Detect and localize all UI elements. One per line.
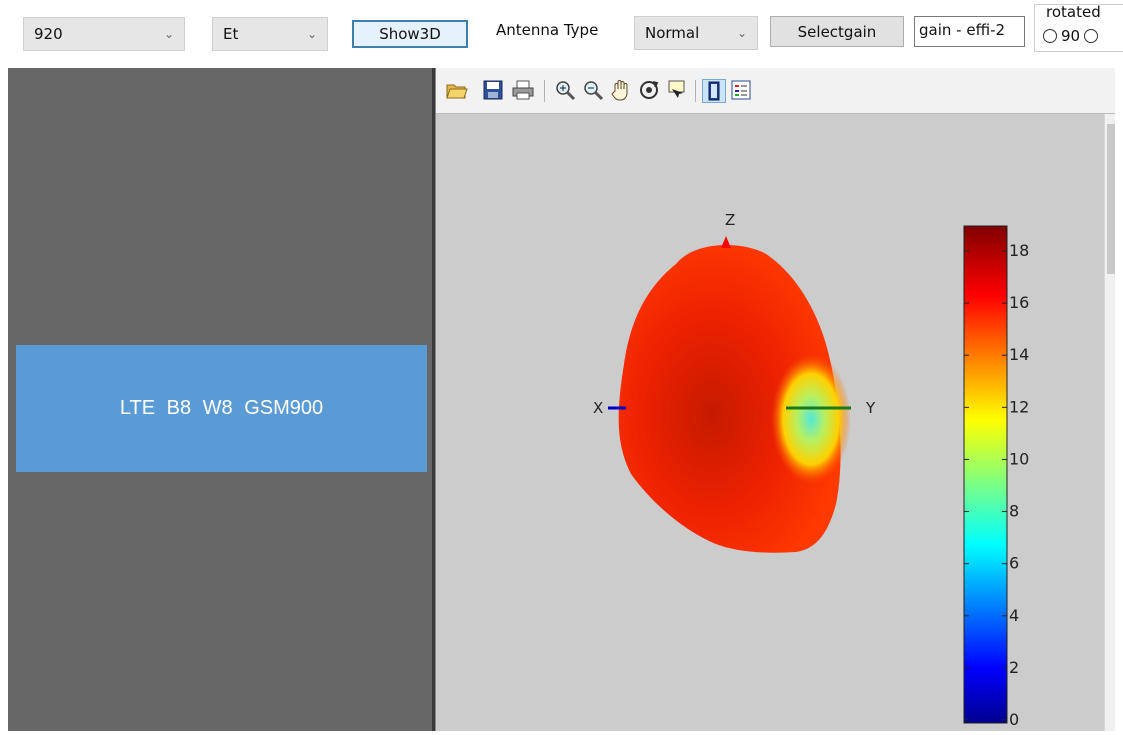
rotated-group-title: rotated — [1043, 5, 1104, 21]
component-select[interactable]: Et ⌄ — [212, 17, 328, 51]
radio-circle-icon — [1043, 29, 1057, 43]
gain-field-value: gain - effi-2 — [919, 21, 1006, 39]
band-info-box: LTE B8 W8 GSM900 — [16, 345, 427, 472]
colorbar-tick-label: 8 — [1009, 502, 1019, 521]
legend-toggle-icon[interactable] — [730, 79, 752, 101]
colorbar-ticks: 18 16 14 12 10 8 6 4 2 0 — [964, 241, 1029, 729]
band-info-text: LTE B8 W8 GSM900 — [119, 397, 324, 419]
component-select-value: Et — [223, 25, 239, 43]
pattern-low-gain-region — [771, 354, 851, 484]
vertical-scrollbar[interactable] — [1104, 114, 1117, 731]
figure-window: X Y Z 18 16 14 12 10 8 6 4 2 0 — [435, 68, 1117, 731]
zoom-out-icon[interactable] — [582, 79, 604, 101]
colorbar-tick-label: 12 — [1009, 397, 1029, 416]
colorbar-tick-label: 4 — [1009, 606, 1019, 625]
colorbar-tick-label: 2 — [1009, 658, 1019, 677]
colorbar-tick-label: 14 — [1009, 345, 1029, 364]
pattern-surface — [618, 244, 841, 553]
colorbar-tick-label: 18 — [1009, 241, 1029, 260]
rotate-3d-icon[interactable] — [638, 79, 660, 101]
selectgain-button-label: Selectgain — [797, 22, 877, 41]
rotated-radio-90[interactable]: 90 — [1043, 27, 1099, 45]
y-axis-label: Y — [865, 399, 876, 417]
chevron-down-icon: ⌄ — [306, 27, 317, 41]
z-axis-label: Z — [725, 211, 735, 229]
print-icon[interactable] — [512, 79, 534, 101]
colorbar — [963, 225, 1008, 724]
chevron-down-icon: ⌄ — [163, 27, 174, 41]
radio-circle-icon[interactable] — [1084, 29, 1099, 43]
toolbar-separator — [695, 80, 696, 102]
figure-toolbar — [436, 68, 1116, 114]
pan-hand-icon[interactable] — [610, 79, 632, 101]
frequency-select-value: 920 — [34, 25, 63, 43]
panel-divider[interactable] — [432, 68, 435, 731]
colorbar-tick-label: 10 — [1009, 449, 1029, 468]
toolbar-separator — [544, 80, 545, 102]
antenna-type-select[interactable]: Normal ⌄ — [634, 16, 758, 50]
plot-area[interactable]: X Y Z 18 16 14 12 10 8 6 4 2 0 — [436, 114, 1104, 731]
scrollbar-thumb[interactable] — [1107, 124, 1115, 274]
colorbar-tick-label: 0 — [1009, 710, 1019, 729]
gain-field[interactable]: gain - effi-2 — [914, 16, 1025, 47]
x-axis-label: X — [593, 399, 603, 417]
selectgain-button[interactable]: Selectgain — [770, 16, 904, 47]
colorbar-toggle-icon[interactable] — [702, 79, 726, 103]
zoom-in-icon[interactable] — [554, 79, 576, 101]
colorbar-tick-label: 6 — [1009, 554, 1019, 573]
antenna-type-select-value: Normal — [645, 24, 700, 42]
rotated-group: rotated 90 — [1034, 4, 1123, 52]
show3d-button[interactable]: Show3D — [352, 20, 468, 48]
open-file-icon[interactable] — [446, 79, 468, 101]
save-icon[interactable] — [482, 79, 504, 101]
data-cursor-icon[interactable] — [666, 79, 688, 101]
radiation-pattern-plot: X Y Z 18 16 14 12 10 8 6 4 2 0 — [593, 211, 1029, 729]
colorbar-tick-label: 16 — [1009, 293, 1029, 312]
right-edge-strip — [1115, 68, 1123, 731]
rotated-radio-90-label: 90 — [1061, 27, 1081, 45]
z-axis-marker — [721, 236, 731, 248]
frequency-select[interactable]: 920 ⌄ — [23, 17, 185, 51]
chevron-down-icon: ⌄ — [736, 26, 747, 40]
show3d-button-label: Show3D — [379, 25, 441, 43]
antenna-type-label: Antenna Type — [496, 21, 599, 39]
